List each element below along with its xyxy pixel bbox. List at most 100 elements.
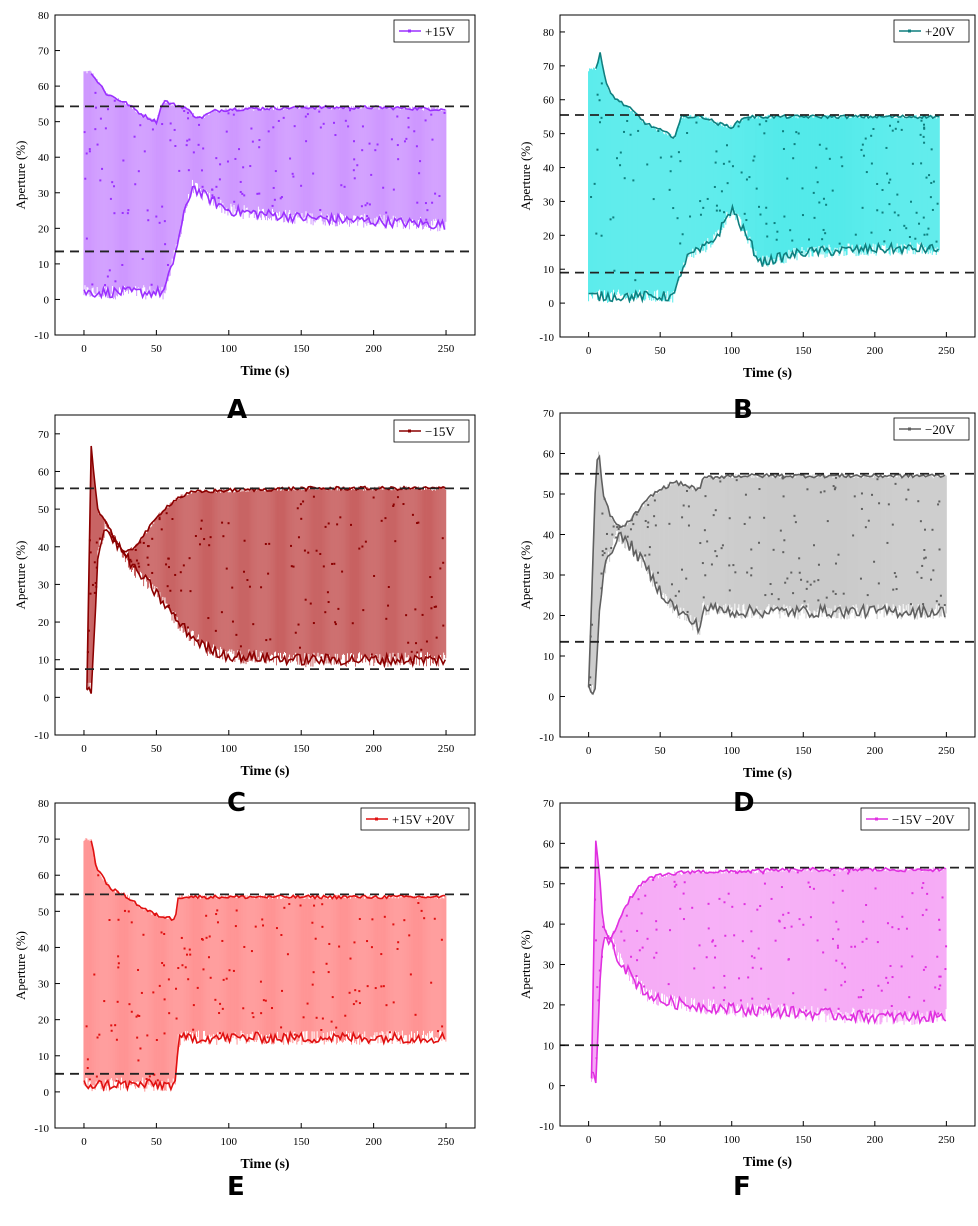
data-point [870, 134, 873, 137]
data-point [834, 562, 837, 565]
data-point [791, 239, 794, 242]
data-point [392, 188, 395, 191]
x-axis-label: Time (s) [240, 364, 289, 379]
data-point [930, 578, 933, 581]
data-point [392, 504, 395, 507]
data-point [362, 609, 365, 612]
data-point [151, 537, 154, 540]
y-tick-label: 20 [543, 230, 555, 242]
data-point [921, 564, 924, 567]
data-point [622, 130, 625, 133]
y-tick-label: 60 [38, 870, 50, 882]
data-point [96, 1036, 99, 1039]
data-point [407, 126, 410, 129]
data-point [852, 534, 855, 537]
data-point [782, 147, 785, 150]
data-point [130, 921, 133, 924]
x-axis-label: Time (s) [240, 764, 289, 779]
data-point [321, 903, 324, 906]
x-tick-label: 100 [723, 345, 740, 357]
x-tick-label: 0 [586, 1134, 592, 1146]
data-point [160, 528, 163, 531]
data-point [593, 182, 596, 185]
data-point [652, 879, 655, 882]
data-point [91, 283, 94, 286]
data-point [786, 577, 789, 580]
data-point [897, 928, 900, 931]
data-point [888, 229, 891, 232]
data-point [364, 204, 367, 207]
data-point [188, 138, 191, 141]
data-point [113, 99, 116, 102]
data-point [816, 939, 819, 942]
data-point [411, 513, 414, 516]
data-point [128, 1003, 131, 1006]
upper-envelope [587, 454, 946, 688]
data-point [194, 535, 197, 538]
data-point [702, 206, 705, 209]
data-point [93, 973, 96, 976]
x-tick-label: 50 [151, 743, 163, 755]
data-point [409, 973, 412, 976]
data-point [305, 140, 308, 143]
data-point [895, 588, 898, 591]
data-point [115, 541, 118, 544]
data-point [792, 992, 795, 995]
data-point [383, 915, 386, 918]
plot-frame [54, 14, 476, 336]
y-tick-label: 30 [38, 579, 50, 591]
lower-envelope [86, 529, 447, 694]
data-point [738, 977, 741, 980]
data-point [775, 238, 778, 241]
data-point [612, 525, 615, 528]
data-point [326, 591, 329, 594]
data-point [385, 617, 388, 620]
data-point [313, 904, 316, 907]
data-point [114, 1024, 117, 1027]
data-point [767, 997, 770, 1000]
data-point [635, 975, 638, 978]
data-point [911, 162, 914, 165]
data-point [208, 935, 211, 938]
data-point [782, 551, 785, 554]
lower-envelope [588, 203, 940, 304]
data-point [937, 503, 940, 506]
data-point [218, 1012, 221, 1015]
x-tick-label: 200 [867, 745, 884, 757]
data-point [732, 564, 735, 567]
data-point [405, 137, 408, 140]
data-point [816, 181, 819, 184]
data-point [920, 869, 923, 872]
data-point [441, 1025, 444, 1028]
data-point [822, 951, 825, 954]
data-point [95, 585, 98, 588]
data-point [403, 140, 406, 143]
data-point [689, 215, 692, 218]
data-point [752, 159, 755, 162]
data-point [122, 552, 125, 555]
data-point [433, 917, 436, 920]
data-point [350, 523, 353, 526]
data-point [440, 938, 443, 941]
legend-label: +15V [425, 24, 455, 39]
y-tick-label: 30 [543, 196, 555, 208]
data-point [924, 966, 927, 969]
data-point [917, 500, 920, 503]
data-point [227, 522, 230, 525]
data-point [142, 933, 145, 936]
data-point [806, 488, 809, 491]
data-point [430, 607, 433, 610]
x-tick-label: 150 [795, 1134, 812, 1146]
data-point [262, 999, 265, 1002]
data-point [334, 134, 337, 137]
data-point [923, 528, 926, 531]
data-point [619, 164, 622, 167]
data-point [644, 554, 647, 557]
data-point [686, 610, 689, 613]
data-point [938, 928, 941, 931]
data-point [891, 926, 894, 929]
data-point [655, 920, 658, 923]
data-point [938, 548, 941, 551]
data-point [937, 1012, 940, 1015]
data-point [106, 524, 109, 527]
